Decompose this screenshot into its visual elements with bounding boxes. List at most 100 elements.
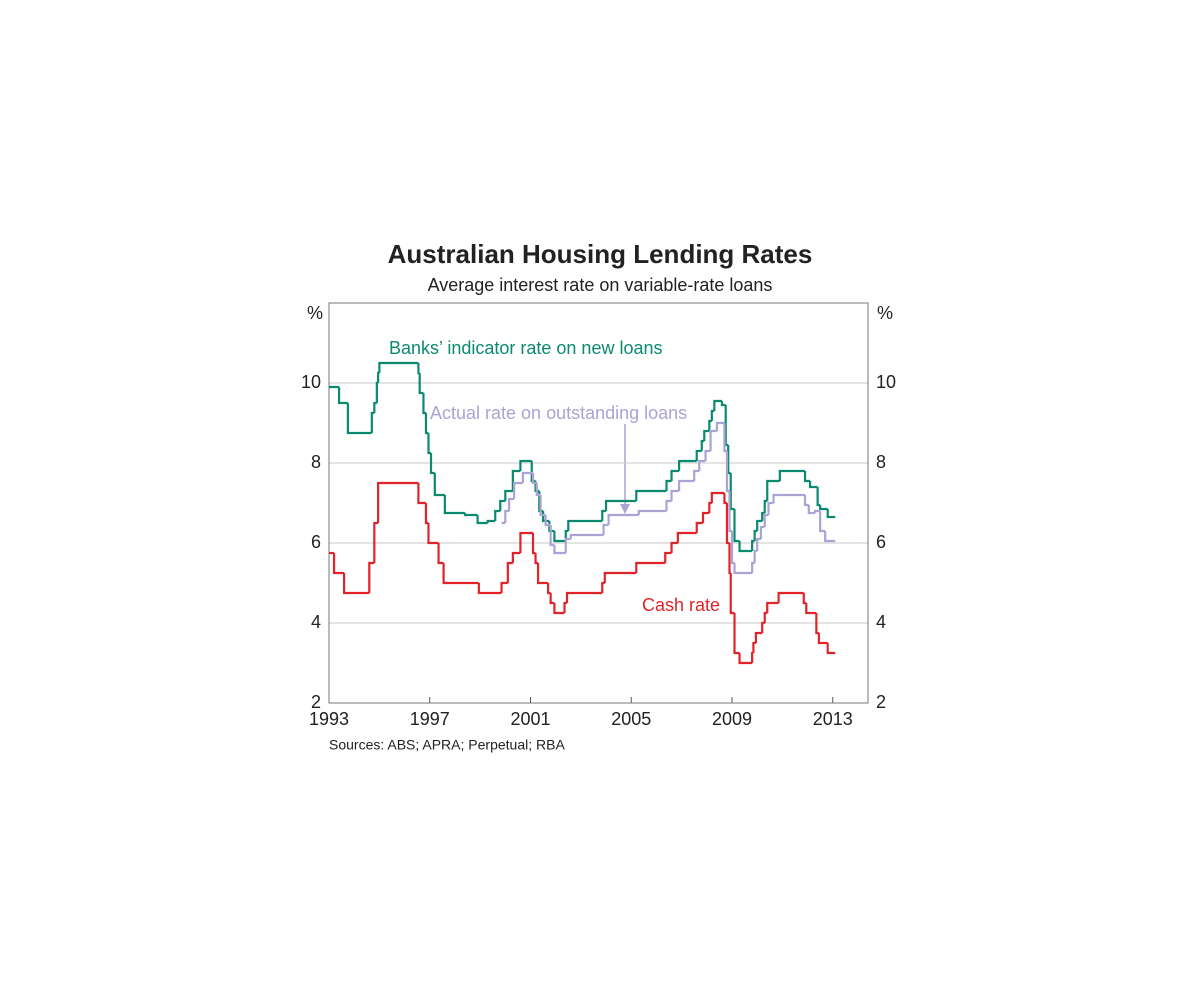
- line-step: [733, 613, 740, 655]
- line-step: [422, 393, 426, 415]
- line-step: [635, 561, 666, 573]
- line-step: [418, 373, 424, 395]
- x-tick-label: 2001: [510, 709, 550, 729]
- line-step: [733, 563, 753, 575]
- y-tick-label: 4: [311, 612, 321, 632]
- x-tick-label: 1993: [309, 709, 349, 729]
- line-step: [751, 561, 755, 573]
- line-step: [738, 653, 753, 665]
- y-tick-label: 2: [311, 692, 321, 712]
- line-step: [701, 511, 710, 523]
- line-step: [670, 489, 680, 501]
- line-step: [535, 483, 541, 497]
- line-step: [826, 509, 836, 519]
- line-step: [442, 563, 479, 585]
- line-step: [553, 531, 566, 543]
- line-step: [373, 521, 379, 563]
- line-step: [753, 549, 758, 563]
- line-step: [504, 509, 510, 523]
- line-step: [332, 553, 345, 575]
- line-step: [500, 581, 508, 593]
- line-step: [720, 401, 726, 407]
- line-step: [539, 495, 546, 517]
- line-step: [553, 603, 565, 615]
- line-step: [766, 601, 779, 613]
- series-label: Cash rate: [642, 595, 720, 615]
- y2-unit: %: [877, 303, 893, 323]
- line-step: [378, 361, 419, 373]
- line-step: [752, 641, 756, 653]
- line-step: [738, 541, 753, 553]
- line-step: [343, 573, 370, 595]
- line-step: [549, 593, 555, 605]
- line-step: [417, 483, 426, 505]
- line-step: [708, 419, 712, 431]
- line-step: [544, 515, 551, 527]
- line-step: [377, 371, 380, 383]
- chart-subtitle: Average interest rate on variable-rate l…: [428, 275, 773, 295]
- line-step: [803, 495, 809, 507]
- line-step: [427, 523, 439, 545]
- x-tick-label: 2013: [813, 709, 853, 729]
- line-step: [553, 545, 566, 555]
- line-step: [637, 509, 667, 515]
- line-step: [373, 401, 377, 413]
- line-step: [698, 459, 706, 471]
- line-step: [635, 489, 667, 501]
- line-step: [700, 439, 705, 451]
- line-step: [817, 633, 828, 645]
- y-tick-label: 10: [301, 372, 321, 392]
- line-step: [607, 513, 639, 525]
- line-step: [569, 533, 604, 539]
- line-step: [433, 473, 445, 497]
- line-step: [766, 479, 780, 501]
- line-step: [424, 413, 429, 435]
- series-label: Banks’ indicator rate on new loans: [389, 338, 663, 358]
- line-step: [826, 643, 836, 655]
- line-step: [729, 573, 735, 615]
- line-step: [710, 409, 715, 421]
- line-step: [534, 481, 540, 493]
- line-step: [476, 515, 488, 525]
- line-step: [733, 509, 740, 543]
- line-step: [377, 481, 419, 523]
- line-step: [728, 543, 731, 575]
- line-step: [563, 601, 568, 613]
- line-step: [708, 501, 712, 513]
- line-step: [346, 403, 372, 435]
- y2-tick-label: 8: [876, 452, 886, 472]
- line-step: [819, 511, 826, 533]
- line-step: [778, 469, 806, 481]
- line-step: [729, 473, 735, 511]
- line-step: [424, 503, 429, 525]
- line-step: [704, 449, 711, 461]
- line-step: [567, 519, 603, 531]
- line-step: [443, 495, 466, 515]
- line-step: [368, 561, 375, 593]
- line-step: [530, 461, 536, 483]
- line-step: [547, 583, 551, 595]
- line-step: [724, 405, 729, 447]
- line-step: [763, 513, 769, 527]
- source-note: Sources: ABS; APRA; Perpetual; RBA: [329, 737, 565, 753]
- line-step: [677, 459, 697, 471]
- line-step: [601, 581, 605, 593]
- y2-tick-label: 6: [876, 532, 886, 552]
- line-step: [507, 497, 515, 511]
- line-step: [538, 491, 544, 513]
- line-step: [534, 553, 539, 565]
- line-step: [703, 429, 710, 441]
- line-step: [486, 519, 496, 523]
- line-step: [670, 541, 678, 553]
- line-step: [803, 471, 811, 483]
- line-step: [565, 591, 603, 603]
- chart-title: Australian Housing Lending Rates: [388, 239, 813, 269]
- line-step: [375, 381, 379, 403]
- line-step: [536, 563, 549, 585]
- line-step: [337, 387, 348, 405]
- line-step: [759, 525, 765, 539]
- line-step: [463, 513, 478, 517]
- line-step: [564, 537, 571, 553]
- line-step: [427, 433, 432, 455]
